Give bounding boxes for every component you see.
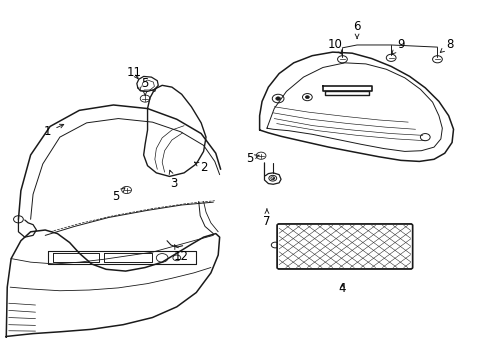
Text: 2: 2 [195,161,207,174]
Text: 5: 5 [142,77,149,96]
Text: 6: 6 [353,20,361,39]
Text: 7: 7 [263,209,270,228]
Text: 11: 11 [126,66,142,79]
Text: 4: 4 [339,283,346,296]
Text: 10: 10 [328,38,343,54]
FancyBboxPatch shape [277,224,413,269]
Circle shape [276,97,280,100]
Text: 5: 5 [112,188,125,203]
Text: 1: 1 [44,124,64,138]
Text: 12: 12 [173,245,188,263]
Text: 8: 8 [441,38,453,53]
Text: 5: 5 [246,152,259,165]
Circle shape [305,96,309,99]
Text: 3: 3 [169,170,178,190]
Text: 9: 9 [392,38,405,54]
